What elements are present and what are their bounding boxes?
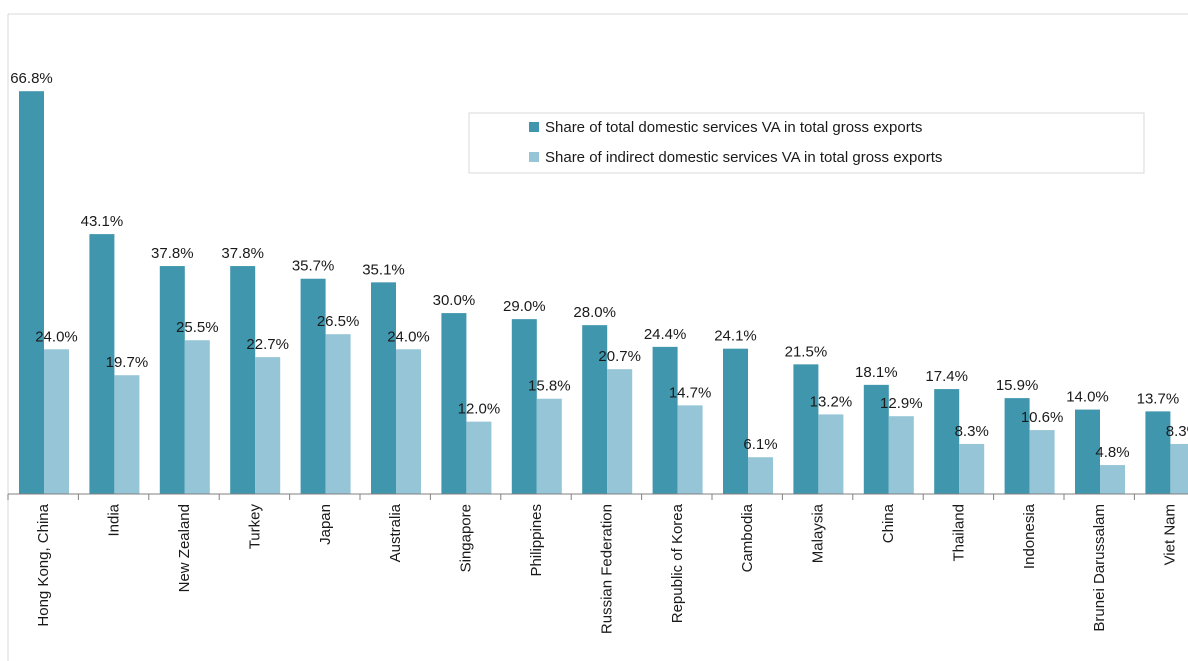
value-label-indirect: 13.2% (810, 393, 853, 410)
value-label-indirect: 15.8% (528, 378, 571, 395)
value-label-total: 66.8% (10, 70, 53, 87)
value-label-indirect: 8.3% (955, 423, 989, 440)
bar-indirect (114, 375, 140, 494)
value-label-total: 37.8% (221, 245, 264, 262)
value-label-indirect: 12.9% (880, 395, 923, 412)
bar-total (934, 389, 960, 494)
category-label: Indonesia (1021, 503, 1038, 569)
legend-box (468, 112, 1145, 174)
value-label-total: 28.0% (573, 304, 616, 321)
bar-indirect (607, 369, 633, 494)
bar-indirect (888, 416, 914, 494)
bar-indirect (818, 414, 844, 494)
bar-indirect (748, 457, 773, 494)
category-label: Philippines (528, 504, 545, 577)
bar-total (159, 266, 185, 494)
value-label-indirect: 26.5% (317, 313, 360, 330)
bar-total (1075, 409, 1100, 494)
bar-indirect (184, 340, 210, 494)
category-label: Malaysia (810, 503, 827, 563)
category-label: Singapore (458, 504, 475, 572)
bar-total (89, 234, 115, 494)
bar-indirect (1170, 443, 1188, 494)
category-label: New Zealand (176, 504, 193, 592)
value-labels-layer: 66.8% 24.0% 43.1% 19.7% 37.8% 25.5% 37.8% 22.7%… (10, 70, 1188, 461)
category-label: Turkey (246, 504, 263, 550)
value-label-indirect: 8.3% (1166, 423, 1188, 440)
legend-swatch-total (529, 122, 539, 132)
value-label-indirect: 19.7% (106, 354, 149, 371)
bar-indirect (466, 421, 492, 494)
value-label-total: 30.0% (433, 292, 476, 309)
value-label-total: 15.9% (996, 377, 1039, 394)
category-label: Brunei Darussalam (1091, 504, 1108, 632)
x-axis-ticks (7, 494, 1135, 500)
bars-layer (19, 91, 1188, 495)
bar-indirect (1100, 465, 1125, 494)
bar-total (582, 325, 608, 494)
legend-label-total: Share of total domestic services VA in t… (545, 119, 922, 136)
bar-indirect (325, 334, 351, 494)
value-label-indirect: 25.5% (176, 319, 219, 336)
value-label-total: 17.4% (925, 368, 968, 385)
value-label-total: 18.1% (855, 364, 898, 381)
bar-total (652, 346, 678, 494)
category-label: Hong Kong, China (35, 503, 52, 626)
category-label: Thailand (950, 504, 967, 562)
bar-total (1004, 398, 1030, 494)
legend-label-indirect: Share of indirect domestic services VA i… (545, 149, 942, 166)
legend-swatch-indirect (529, 152, 539, 162)
value-label-indirect: 10.6% (1021, 409, 1064, 426)
value-label-total: 13.7% (1137, 390, 1180, 407)
bar-total (863, 384, 889, 494)
bar-indirect (1029, 430, 1055, 494)
value-label-total: 21.5% (785, 343, 828, 360)
bar-total (511, 319, 537, 494)
category-label: Viet Nam (1162, 504, 1179, 565)
category-label: Russian Federation (598, 504, 615, 634)
bar-total (441, 313, 467, 494)
bar-indirect (677, 405, 703, 494)
bar-total (19, 91, 44, 495)
value-label-indirect: 14.7% (669, 384, 712, 401)
bar-indirect (536, 398, 562, 494)
bar-total (1145, 411, 1171, 494)
category-label: India (106, 503, 123, 536)
bar-total (723, 348, 748, 494)
value-label-total: 35.7% (292, 258, 335, 275)
bar-indirect (959, 443, 985, 494)
legend: Share of total domestic services VA in t… (468, 112, 1145, 174)
value-label-total: 43.1% (81, 213, 124, 230)
value-label-total: 35.1% (362, 261, 405, 278)
bar-total (230, 266, 256, 494)
category-label: China (880, 503, 897, 543)
value-label-indirect: 12.0% (458, 401, 501, 418)
value-label-indirect: 6.1% (743, 436, 777, 453)
bar-indirect (44, 349, 69, 494)
bar-indirect (396, 349, 421, 494)
value-label-indirect: 24.0% (387, 328, 430, 345)
bar-total (371, 282, 396, 494)
category-label: Republic of Korea (669, 503, 686, 623)
value-label-indirect: 4.8% (1095, 444, 1129, 461)
category-label: Cambodia (739, 503, 756, 572)
bar-total (300, 278, 326, 494)
value-label-indirect: 22.7% (246, 336, 289, 353)
value-label-indirect: 20.7% (598, 348, 641, 365)
category-labels-layer: Hong Kong, China India New Zealand Turkey Ja… (35, 503, 1178, 634)
value-label-indirect: 24.0% (35, 328, 78, 345)
value-label-total: 37.8% (151, 245, 194, 262)
category-label: Japan (317, 504, 334, 545)
value-label-total: 24.4% (644, 326, 687, 343)
value-label-total: 29.0% (503, 298, 546, 315)
value-label-total: 14.0% (1066, 389, 1109, 406)
bar-total (793, 364, 819, 494)
value-label-total: 24.1% (714, 328, 757, 345)
bar-indirect (255, 357, 281, 494)
category-label: Australia (387, 503, 404, 562)
